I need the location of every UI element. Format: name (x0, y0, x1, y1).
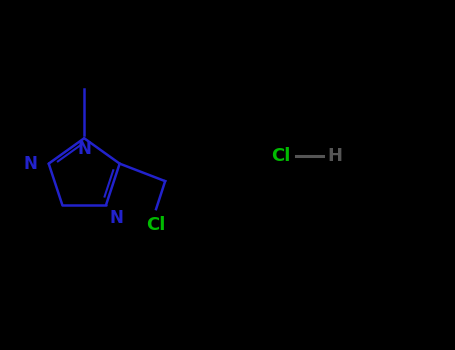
Text: N: N (110, 209, 124, 227)
Text: H: H (328, 147, 343, 165)
Text: Cl: Cl (147, 216, 166, 234)
Text: Cl: Cl (271, 147, 290, 165)
Text: N: N (77, 140, 91, 158)
Text: N: N (24, 155, 37, 173)
